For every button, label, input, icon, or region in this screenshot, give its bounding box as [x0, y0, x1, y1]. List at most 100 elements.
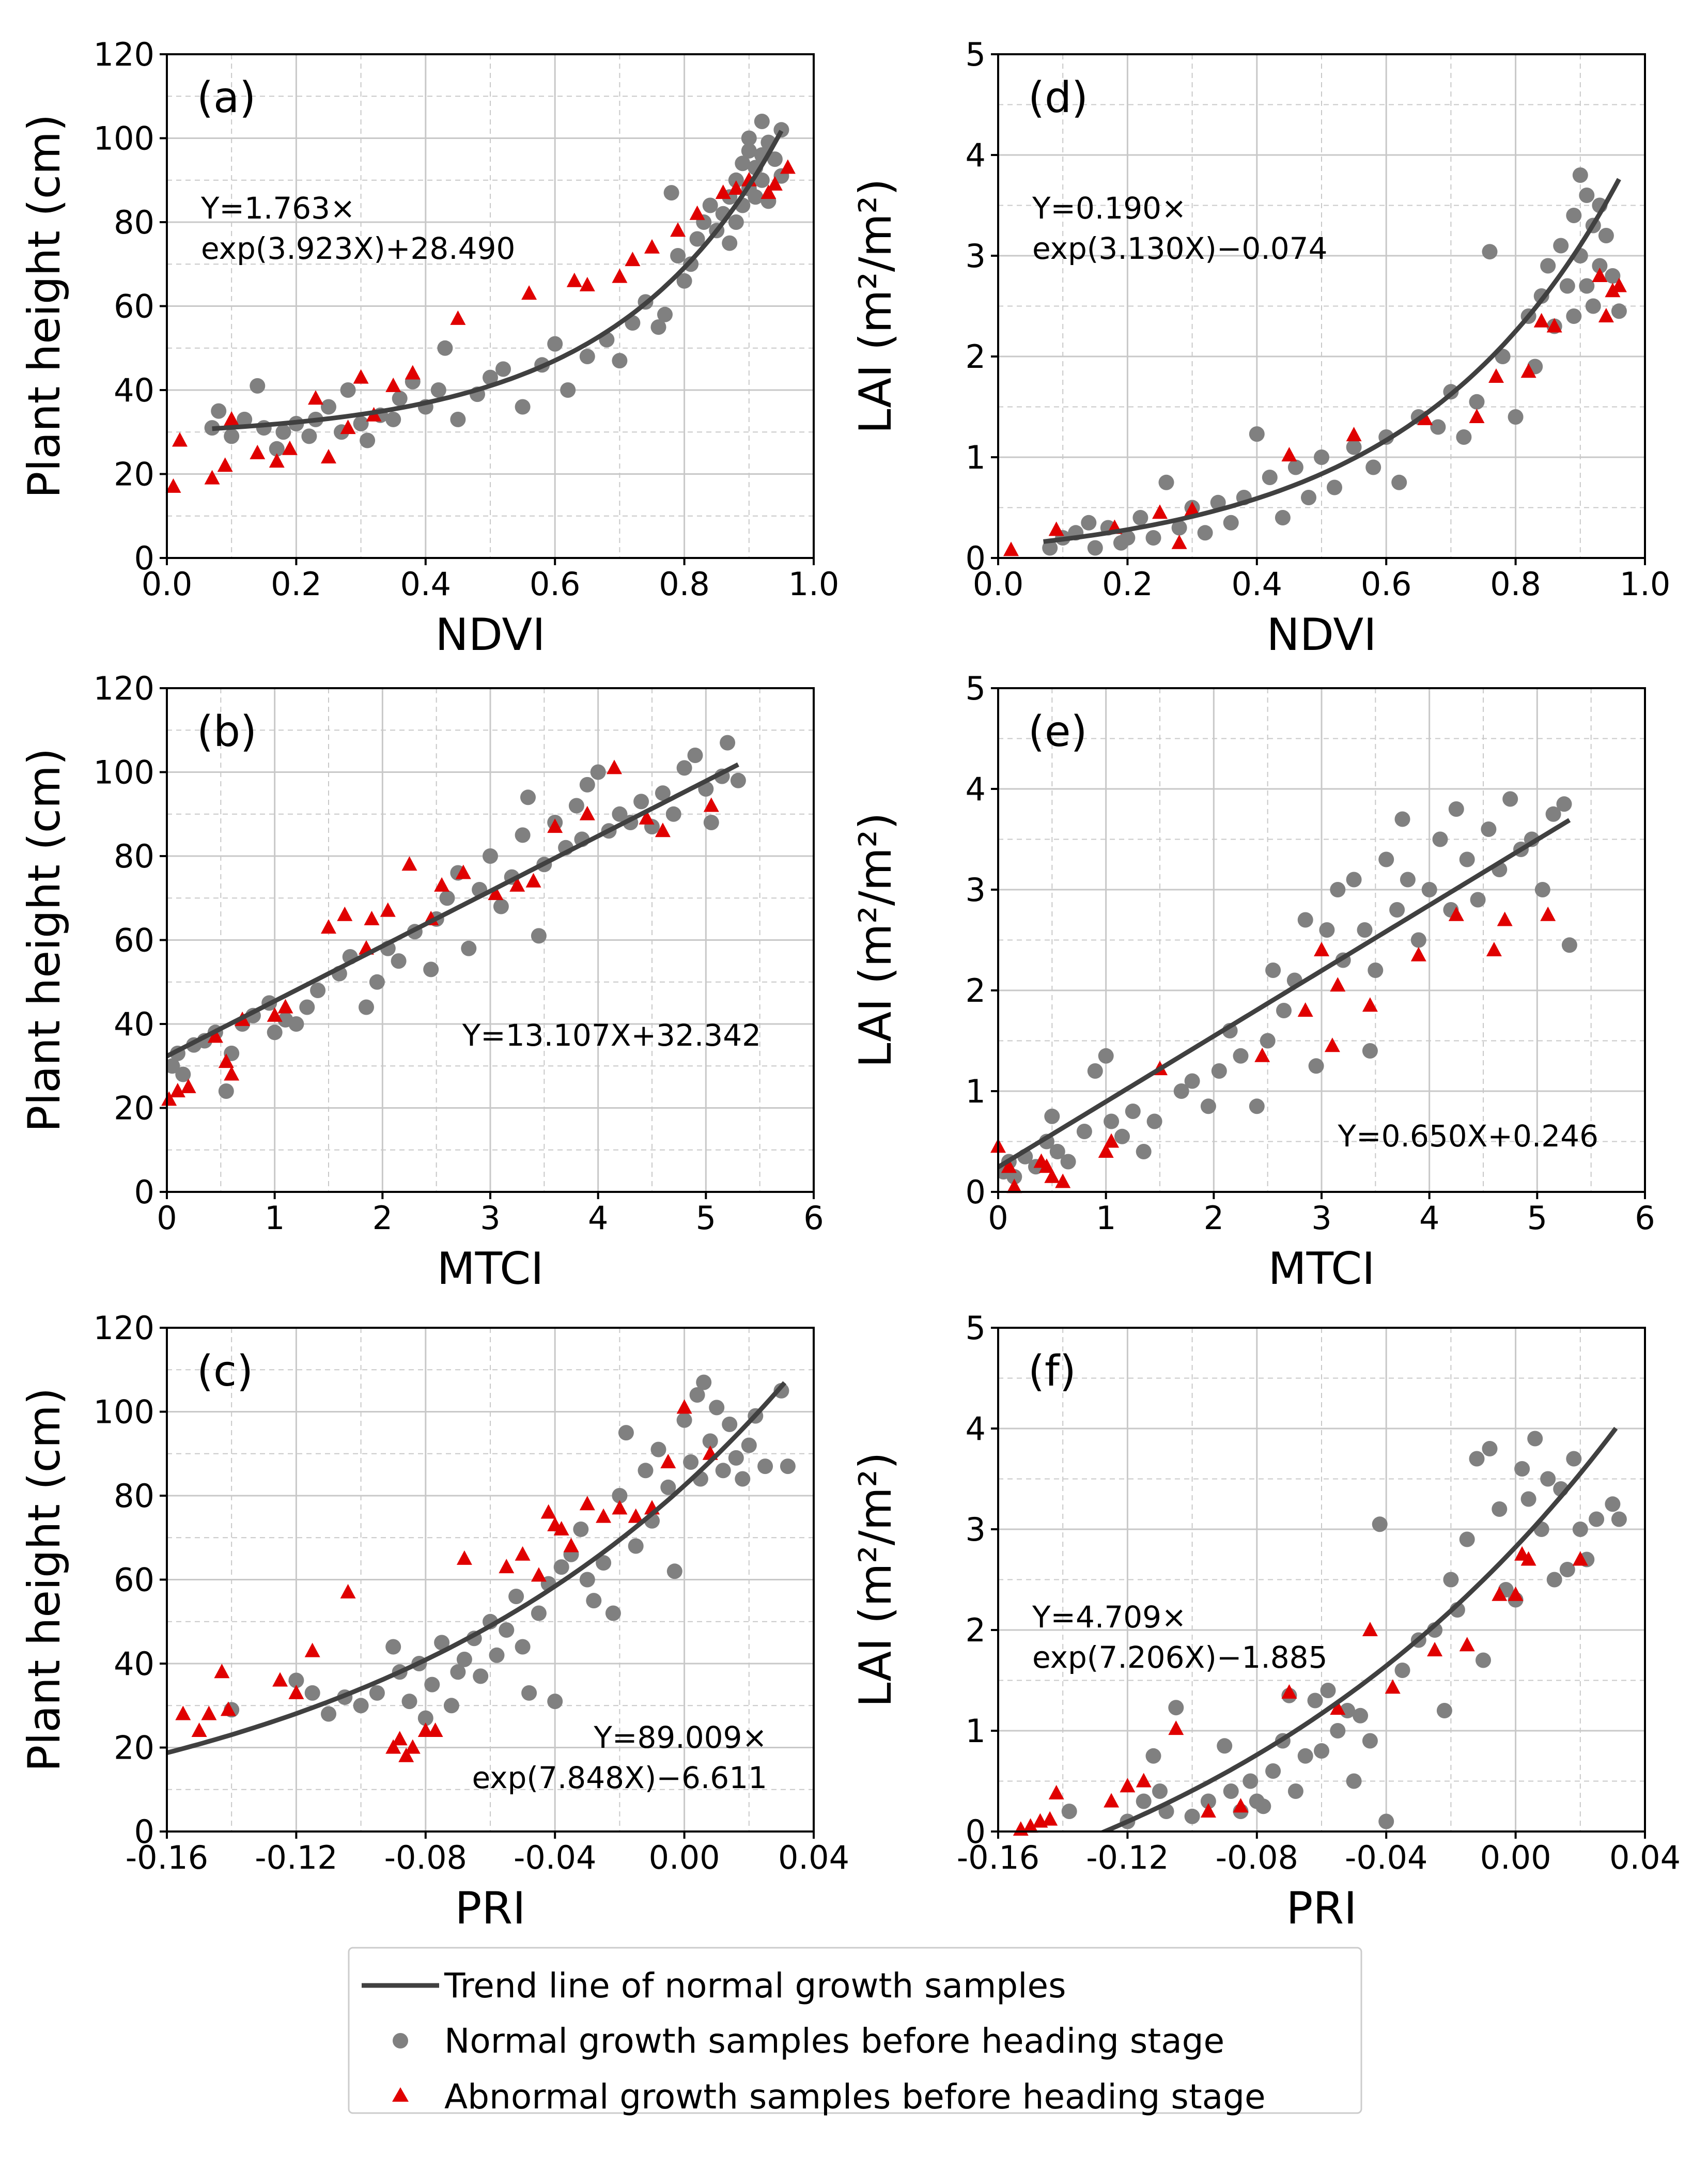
abnormal-point: [161, 1091, 177, 1106]
normal-point: [720, 735, 736, 751]
normal-point: [1255, 1798, 1271, 1814]
normal-point: [430, 382, 446, 398]
abnormal-point: [579, 276, 595, 291]
abnormal-point: [1038, 1158, 1054, 1173]
abnormal-point: [1055, 1173, 1071, 1188]
normal-point: [1611, 1511, 1627, 1527]
normal-point: [579, 777, 595, 793]
abnormal-point: [1048, 521, 1064, 536]
y-tick-label: 20: [114, 456, 154, 493]
normal-point: [1308, 1058, 1324, 1074]
normal-point: [547, 336, 563, 352]
normal-point: [1060, 1154, 1076, 1170]
normal-point: [1120, 530, 1136, 546]
abnormal-point: [625, 252, 641, 267]
y-tick-label: 1: [966, 439, 986, 476]
normal-point: [1389, 902, 1405, 918]
legend-abnormal-swatch: [392, 2087, 409, 2102]
normal-point: [1265, 963, 1281, 978]
normal-point: [1432, 831, 1448, 847]
abnormal-point: [660, 1454, 676, 1468]
abnormal-point: [456, 1550, 472, 1565]
abnormal-point: [1469, 409, 1485, 423]
normal-point: [1223, 515, 1239, 531]
normal-point: [687, 748, 703, 763]
y-axis-title: Plant height (cm): [19, 1388, 70, 1772]
normal-point: [304, 1685, 320, 1701]
trend-line: [167, 1381, 787, 1756]
abnormal-point: [405, 1739, 421, 1754]
normal-point: [1559, 1562, 1575, 1577]
x-tick-label: 0.4: [400, 565, 451, 603]
abnormal-point: [450, 310, 466, 325]
normal-point: [1605, 268, 1621, 284]
x-tick-label: -0.08: [1216, 1839, 1298, 1876]
abnormal-point: [337, 906, 353, 921]
normal-point: [715, 1463, 731, 1479]
y-axis-title: Plant height (cm): [19, 748, 70, 1132]
normal-point: [689, 231, 705, 247]
abnormal-point: [340, 420, 356, 434]
normal-point: [1087, 1063, 1103, 1079]
equation-text: Y=0.650X+0.246: [1338, 1119, 1598, 1154]
x-axis-title: NDVI: [1266, 609, 1376, 661]
normal-point: [573, 1522, 589, 1537]
x-tick-label: 1: [265, 1199, 285, 1237]
abnormal-point: [385, 1739, 401, 1754]
abnormal-point: [566, 272, 582, 287]
normal-point: [1410, 932, 1426, 948]
abnormal-point: [639, 810, 655, 825]
normal-point: [1262, 470, 1278, 485]
y-tick-label: 0: [966, 539, 986, 577]
normal-point: [579, 1572, 595, 1588]
normal-point: [722, 1416, 738, 1432]
trend-line: [1043, 178, 1621, 544]
normal-point: [275, 424, 291, 440]
normal-point: [489, 1647, 505, 1663]
normal-point: [666, 1563, 682, 1579]
normal-point: [683, 1454, 699, 1470]
abnormal-point: [380, 902, 396, 917]
normal-point: [748, 189, 764, 205]
abnormal-point: [405, 365, 421, 380]
y-tick-label: 0: [134, 539, 154, 577]
normal-point: [689, 1387, 705, 1403]
x-tick-label: 0.04: [778, 1839, 849, 1876]
abnormal-point: [288, 1684, 304, 1699]
trend-line: [1100, 1426, 1618, 1831]
abnormal-point: [1592, 268, 1608, 282]
normal-point: [1540, 1471, 1556, 1487]
normal-point: [1448, 801, 1464, 817]
y-axis-title: LAI (m²/m²): [850, 1452, 902, 1708]
abnormal-point: [321, 919, 336, 934]
normal-point: [1297, 912, 1313, 928]
normal-point: [1320, 1683, 1336, 1698]
abnormal-point: [1001, 1158, 1017, 1173]
abnormal-point: [607, 759, 622, 774]
normal-point: [1276, 1003, 1292, 1018]
y-tick-label: 120: [94, 670, 154, 707]
x-tick-label: -0.04: [1345, 1839, 1427, 1876]
abnormal-point: [434, 877, 450, 892]
abnormal-point: [282, 440, 298, 455]
normal-point: [741, 143, 757, 159]
abnormal-point: [579, 805, 595, 820]
normal-point: [1125, 1104, 1141, 1119]
abnormal-point: [703, 797, 719, 812]
abnormal-point: [521, 285, 537, 300]
normal-point: [1546, 1572, 1562, 1588]
normal-point: [439, 890, 455, 906]
normal-point: [1365, 459, 1381, 475]
abnormal-point: [1520, 1551, 1536, 1566]
normal-point: [499, 1622, 515, 1638]
abnormal-point: [1540, 906, 1556, 921]
normal-point: [360, 432, 376, 448]
normal-point: [586, 1593, 602, 1609]
normal-point: [1168, 1700, 1184, 1716]
y-tick-label: 0: [966, 1173, 986, 1211]
normal-point: [1400, 872, 1416, 888]
normal-point: [369, 1685, 385, 1701]
normal-point: [547, 1694, 563, 1710]
normal-point: [1470, 892, 1486, 908]
abnormal-point: [1048, 1784, 1064, 1799]
